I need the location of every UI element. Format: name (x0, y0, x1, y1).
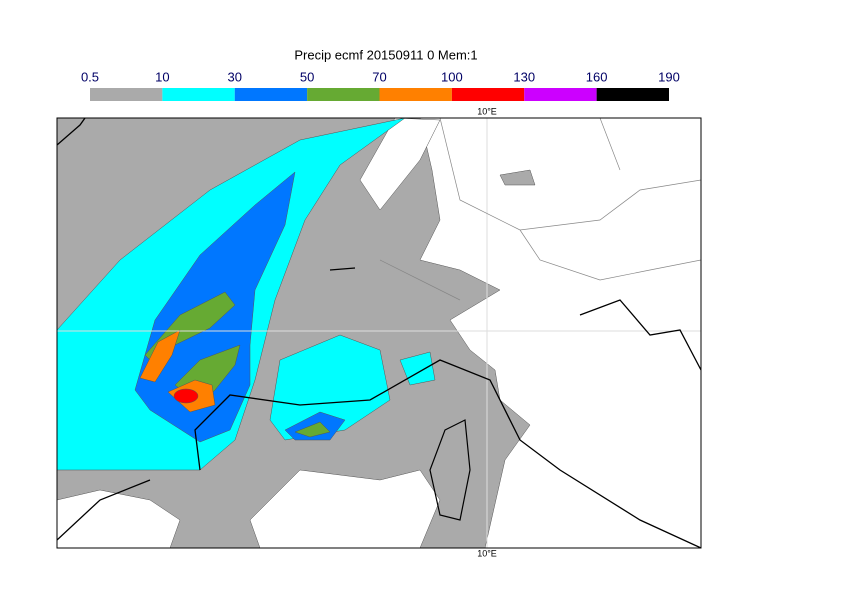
longitude-label: 10°E (477, 106, 497, 116)
colorbar-swatch (379, 88, 452, 101)
colorbar-swatch (451, 88, 525, 101)
colorbar-swatch (596, 88, 669, 101)
colorbar-label: 0.5 (81, 69, 99, 84)
coastline (57, 118, 701, 548)
map-area: 10°E 10°E (56, 106, 702, 558)
precip-fields (57, 118, 701, 548)
colorbar-label: 130 (513, 69, 535, 84)
precip-gray (499, 169, 536, 186)
precip-orange (139, 329, 181, 383)
precip-cyan (269, 334, 391, 441)
colorbar-label: 190 (658, 69, 680, 84)
precip-red (173, 388, 199, 404)
colorbar-swatch (162, 88, 235, 101)
colorbar-swatch (90, 88, 163, 101)
dry-area (249, 469, 441, 548)
longitude-label: 10°E (477, 548, 497, 558)
precip-green (294, 421, 331, 438)
colorbar-swatch (524, 88, 597, 101)
country-border (379, 118, 701, 301)
colorbar-label: 30 (228, 69, 242, 84)
colorbar: 0.5 10 30 50 70 100 130 160 190 (81, 69, 680, 101)
colorbar-label: 100 (441, 69, 463, 84)
map-title: Precip ecmf 20150911 0 Mem:1 (294, 47, 477, 62)
dry-area (359, 118, 441, 211)
colorbar-swatch (234, 88, 308, 101)
island (429, 419, 471, 521)
colorbar-label: 10 (155, 69, 169, 84)
colorbar-label: 70 (372, 69, 386, 84)
precip-cyan (399, 351, 436, 386)
map-frame (56, 117, 702, 549)
colorbar-label: 160 (586, 69, 608, 84)
colorbar-label: 50 (300, 69, 314, 84)
colorbar-swatch (307, 88, 380, 101)
dry-area (57, 489, 181, 548)
